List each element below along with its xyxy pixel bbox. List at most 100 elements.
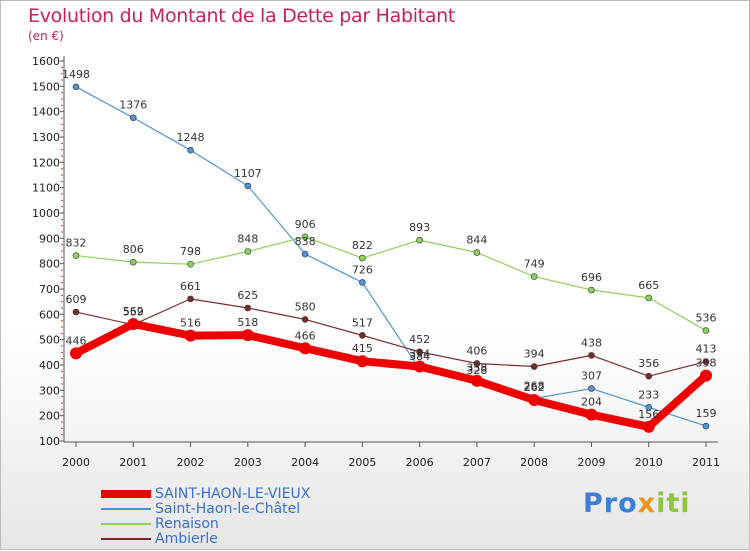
data-point xyxy=(473,249,481,256)
y-minor-tick xyxy=(61,250,63,252)
y-tick-label: 400 xyxy=(39,359,60,372)
data-label: 665 xyxy=(638,279,659,292)
data-label: 906 xyxy=(295,218,316,231)
y-minor-tick xyxy=(61,225,63,227)
x-tick-label: 2009 xyxy=(577,456,605,469)
data-label: 356 xyxy=(638,357,659,370)
y-minor-tick xyxy=(61,402,63,404)
data-point xyxy=(359,332,366,339)
data-point xyxy=(359,254,366,262)
y-minor-tick xyxy=(61,218,63,220)
series-line xyxy=(75,236,707,332)
data-point xyxy=(588,352,595,359)
data-point xyxy=(702,327,710,334)
x-tick-label: 2005 xyxy=(348,456,376,469)
y-minor-tick xyxy=(61,383,63,385)
x-tick-label: 2006 xyxy=(406,456,434,469)
y-minor-tick xyxy=(61,408,63,410)
x-tick-label: 2002 xyxy=(177,456,205,469)
data-point xyxy=(72,83,80,91)
y-tick-label: 500 xyxy=(39,334,60,347)
data-label: 580 xyxy=(295,300,316,313)
data-point xyxy=(187,260,194,268)
data-point xyxy=(642,420,655,433)
y-tick-label: 300 xyxy=(39,384,60,397)
data-label: 1248 xyxy=(177,131,205,144)
data-label: 536 xyxy=(696,312,717,325)
y-minor-tick xyxy=(61,149,63,151)
y-tick-label: 1300 xyxy=(32,131,60,144)
data-label: 726 xyxy=(352,263,373,276)
y-minor-tick xyxy=(61,301,63,303)
data-point xyxy=(528,393,541,406)
data-label: 452 xyxy=(409,333,430,346)
y-tick-label: 1200 xyxy=(32,156,60,169)
data-point xyxy=(241,329,254,342)
data-point xyxy=(244,304,252,312)
y-minor-tick xyxy=(61,104,63,106)
data-label: 893 xyxy=(409,221,430,234)
data-label: 204 xyxy=(581,396,602,409)
y-minor-tick xyxy=(61,66,63,68)
y-minor-tick xyxy=(61,244,63,246)
x-tick-label: 2001 xyxy=(119,456,147,469)
y-minor-tick xyxy=(61,123,63,125)
y-minor-tick xyxy=(61,434,63,436)
series-line xyxy=(75,298,707,377)
y-tick-label: 1600 xyxy=(32,55,60,68)
y-minor-tick xyxy=(61,199,63,201)
data-label: 806 xyxy=(123,243,144,256)
x-tick-label: 2000 xyxy=(62,456,90,469)
data-point xyxy=(588,385,595,392)
legend-label: Ambierle xyxy=(155,531,218,547)
data-label: 749 xyxy=(524,258,545,271)
legend-label: SAINT-HAON-LE-VIEUX xyxy=(155,486,311,502)
data-label: 832 xyxy=(66,237,87,250)
y-minor-tick xyxy=(61,117,63,119)
data-label: 844 xyxy=(466,234,487,247)
y-minor-tick xyxy=(61,174,63,176)
series-line xyxy=(75,86,707,427)
data-label: 338 xyxy=(466,362,487,375)
y-minor-tick xyxy=(61,98,63,100)
data-point xyxy=(244,248,252,255)
y-minor-tick xyxy=(61,180,63,182)
data-label: 1376 xyxy=(119,99,147,112)
data-point xyxy=(473,360,481,367)
y-tick-label: 1400 xyxy=(32,106,60,119)
data-point xyxy=(645,372,653,380)
y-minor-tick xyxy=(61,358,63,360)
data-label: 822 xyxy=(352,239,373,252)
data-label: 262 xyxy=(524,381,545,394)
data-label: 559 xyxy=(123,306,144,319)
y-minor-tick xyxy=(61,427,63,429)
y-minor-tick xyxy=(61,326,63,328)
y-minor-tick xyxy=(61,231,63,233)
data-point xyxy=(413,360,426,373)
data-label: 609 xyxy=(66,293,87,306)
y-minor-tick xyxy=(61,282,63,284)
data-label: 384 xyxy=(409,350,430,363)
proxiti-logo: Proxiti xyxy=(583,488,691,519)
y-minor-tick xyxy=(61,275,63,277)
logo-part: x xyxy=(637,488,657,519)
data-label: 406 xyxy=(466,344,487,357)
y-tick-label: 200 xyxy=(39,410,60,423)
data-point xyxy=(530,273,538,280)
data-label: 696 xyxy=(581,271,602,284)
y-minor-tick xyxy=(61,421,63,423)
data-point xyxy=(645,404,653,411)
y-minor-tick xyxy=(61,307,63,309)
data-label: 413 xyxy=(696,343,717,356)
data-point xyxy=(301,233,309,241)
data-label: 516 xyxy=(180,317,201,330)
data-label: 562 xyxy=(123,305,144,318)
data-point xyxy=(700,369,712,382)
y-minor-tick xyxy=(61,396,63,398)
series-line xyxy=(74,319,709,431)
data-label: 415 xyxy=(352,342,373,355)
data-point xyxy=(356,355,369,368)
y-minor-tick xyxy=(61,73,63,75)
y-minor-tick xyxy=(61,377,63,379)
